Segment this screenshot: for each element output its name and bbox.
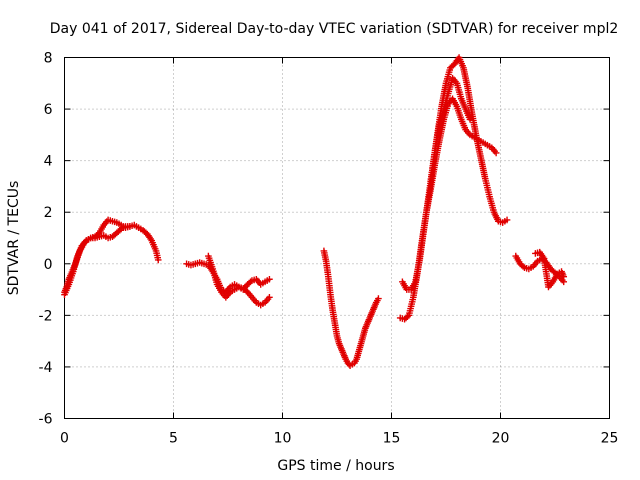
- series-segment-2a: [183, 259, 273, 296]
- y-tick-label: 6: [44, 102, 53, 118]
- y-tick-label: -6: [39, 412, 53, 428]
- series-segment-4b: [396, 95, 500, 323]
- grid-lines: [64, 57, 610, 419]
- tick-labels: 0 5 10 15 20 25 -6 -4 -2 0 2 4 6 8: [39, 51, 619, 447]
- chart-title: Day 041 of 2017, Sidereal Day-to-day VTE…: [50, 21, 619, 37]
- series-segment-2b: [205, 252, 273, 309]
- y-tick-label: 8: [44, 51, 53, 67]
- y-tick-label: 2: [44, 205, 53, 221]
- data-point: [266, 275, 273, 283]
- y-tick-label: 4: [44, 154, 53, 170]
- data-point: [503, 216, 511, 224]
- series-segment-5a: [512, 252, 568, 286]
- y-axis-title: SDTVAR / TECUs: [6, 181, 22, 296]
- y-tick-label: -4: [39, 360, 53, 376]
- series-segment-1b: [61, 223, 134, 299]
- x-tick-label: 5: [169, 431, 178, 447]
- y-tick-label: -2: [39, 308, 53, 324]
- y-tick-label: 0: [44, 257, 53, 273]
- data-point: [560, 273, 568, 280]
- data-point-fill: [247, 278, 254, 286]
- data-point: [154, 256, 162, 264]
- data-point-fill: [242, 287, 250, 295]
- plot-frame: [64, 57, 610, 419]
- data-point: [466, 116, 474, 123]
- data-point-fill: [404, 313, 411, 320]
- data-point: [492, 149, 500, 157]
- axis-ticks: [64, 57, 610, 419]
- x-tick-label: 0: [60, 431, 69, 447]
- series-segment-4c: [427, 74, 474, 185]
- x-tick-label: 20: [492, 431, 510, 447]
- data-point: [375, 295, 382, 302]
- series-segment-5b: [532, 248, 568, 291]
- x-axis-title: GPS time / hours: [277, 458, 394, 474]
- data-point-fill: [116, 226, 124, 234]
- data-points: [61, 54, 568, 369]
- x-tick-label: 25: [601, 431, 619, 447]
- data-point: [266, 294, 273, 301]
- x-tick-label: 15: [383, 431, 401, 447]
- data-point: [126, 223, 134, 230]
- series-segment-4a: [399, 54, 511, 293]
- data-point-fill: [519, 263, 527, 270]
- x-tick-label: 10: [274, 431, 292, 447]
- series-segment-3: [320, 247, 382, 369]
